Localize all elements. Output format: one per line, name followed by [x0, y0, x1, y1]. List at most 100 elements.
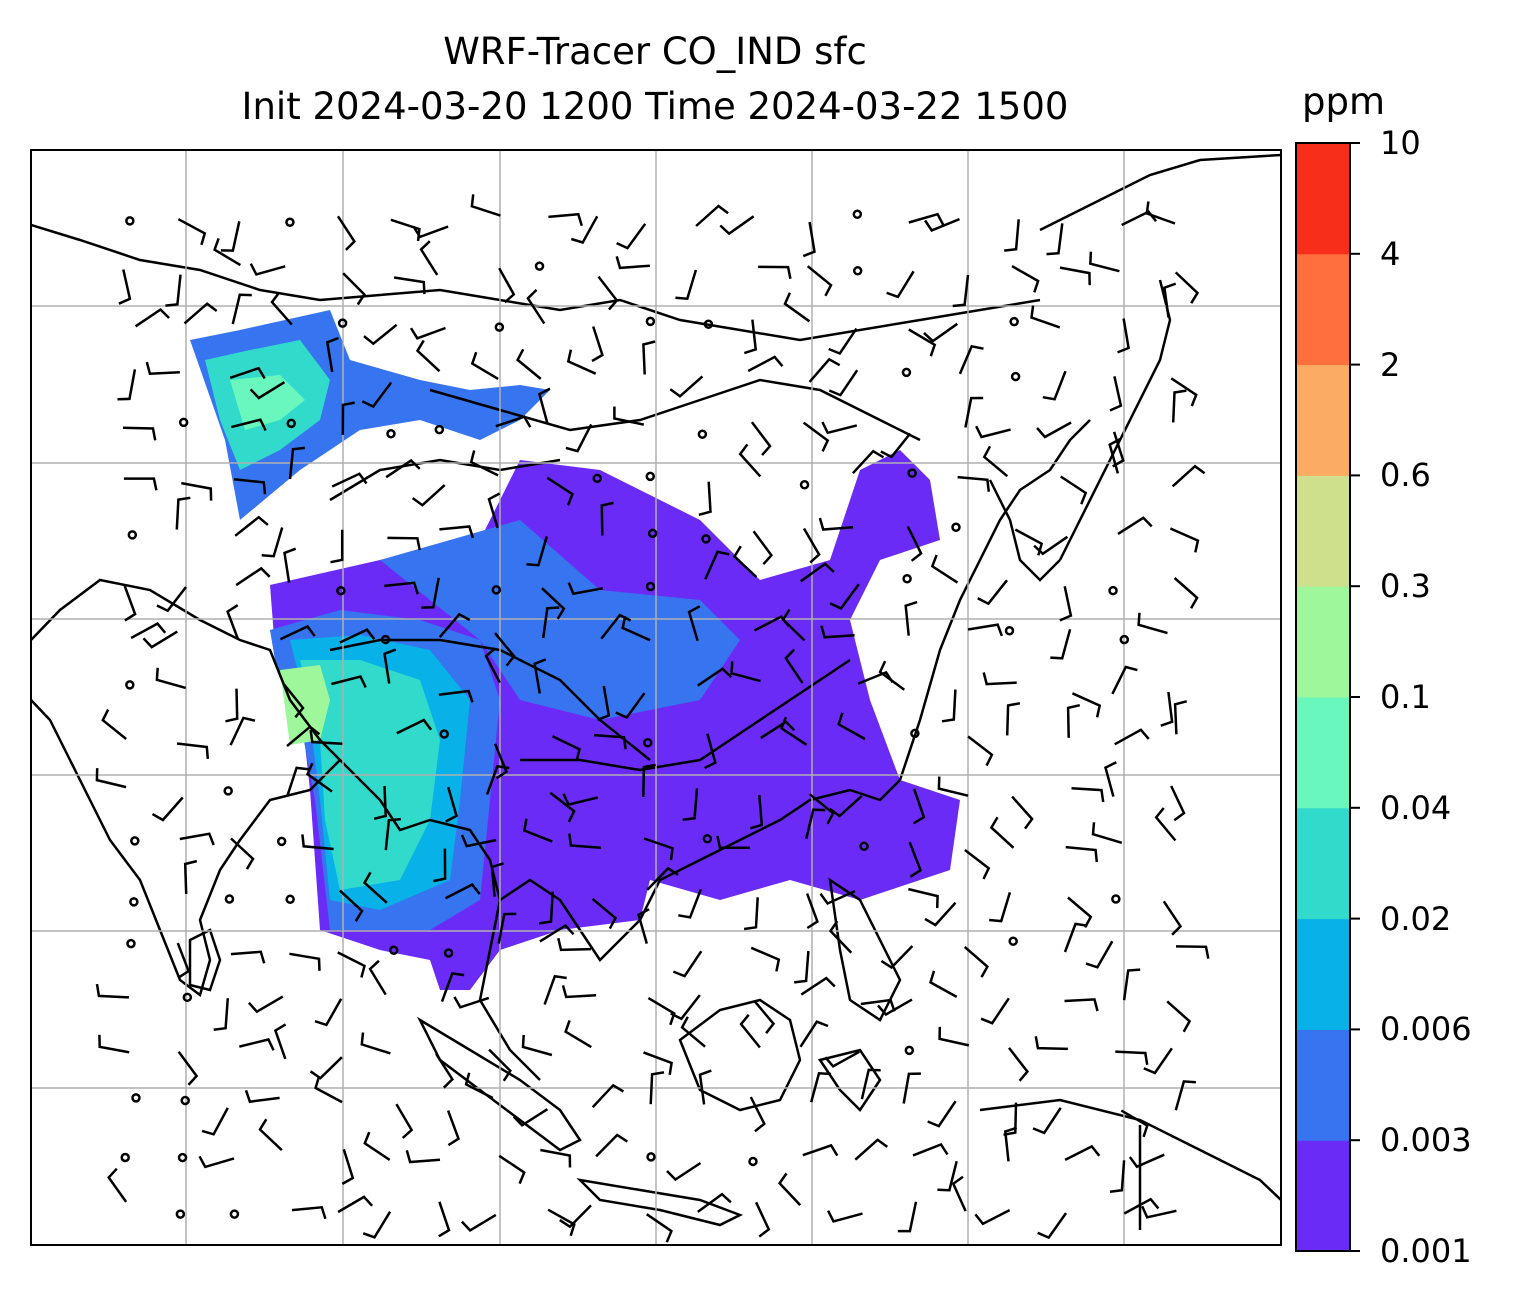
wind-barb [433, 848, 447, 883]
wind-barb [1154, 807, 1177, 842]
wind-barb [533, 658, 547, 694]
wind-barb [438, 689, 474, 703]
wind-barb [498, 1154, 526, 1185]
wind-barb [1034, 1036, 1068, 1051]
wind-barb [444, 883, 481, 900]
korea-coast [988, 479, 1061, 582]
wind-barb [314, 998, 343, 1027]
wind-barb [201, 1107, 229, 1136]
calm-wind-marker [592, 473, 603, 484]
wind-barb [975, 425, 1011, 439]
wind-barb [591, 326, 604, 363]
wind-barb [794, 950, 810, 984]
wind-barb [1120, 1109, 1149, 1138]
wind-barb [897, 1201, 918, 1233]
wind-barb [363, 323, 398, 346]
wind-barb [1046, 223, 1064, 256]
calm-wind-marker [336, 585, 346, 596]
wind-barb [305, 762, 333, 793]
calm-wind-marker [1119, 634, 1130, 645]
wind-barb [851, 449, 885, 475]
wind-barb [1089, 251, 1120, 273]
wind-barb [967, 735, 994, 767]
calm-wind-marker [127, 530, 138, 540]
colorbar-frame [1295, 142, 1351, 1252]
wind-barb [1166, 1000, 1192, 1033]
tracer-region-coast [280, 665, 330, 745]
wind-barb [1174, 1080, 1196, 1111]
wind-barb [808, 357, 841, 383]
wind-barb [233, 477, 267, 495]
wind-barb [989, 816, 1015, 849]
wind-barb [877, 998, 913, 1017]
wind-barb [982, 672, 1017, 686]
wind-barb [198, 1155, 235, 1169]
wind-barb [118, 269, 132, 305]
wind-barb [750, 946, 781, 972]
wind-barb [117, 369, 137, 401]
wind-barb [244, 1089, 280, 1104]
wind-barb [716, 835, 750, 850]
colorbar-segment [1296, 1029, 1350, 1141]
new-guinea-coast [979, 1098, 1281, 1201]
wind-barb [395, 1103, 414, 1139]
wind-barb [600, 613, 632, 640]
wind-barb [880, 945, 914, 970]
russia-coast [1039, 153, 1281, 232]
wind-barb [561, 985, 597, 999]
wind-barb [594, 733, 627, 750]
colorbar-tick-label: 0.1 [1380, 678, 1431, 716]
wind-barb [1065, 845, 1099, 863]
wind-barb [488, 1048, 512, 1082]
wind-barb [183, 302, 218, 325]
wind-barb [697, 1192, 732, 1213]
title-line-2: Init 2024-03-20 1200 Time 2024-03-22 150… [241, 85, 1069, 128]
wind-barb [682, 788, 699, 822]
wind-barb [546, 476, 574, 506]
wind-barb [777, 1172, 802, 1206]
gridlines [31, 150, 1281, 1245]
wind-barb [360, 1032, 391, 1055]
wind-barb [591, 1083, 625, 1109]
wind-barb [368, 959, 387, 996]
wind-barb [562, 793, 599, 807]
wind-barb [537, 387, 551, 424]
wind-barb [643, 1051, 673, 1075]
wind-barb [820, 625, 855, 639]
wind-barb [908, 212, 945, 226]
colorbar-tick-label: 0.001 [1380, 1232, 1472, 1270]
wind-barb [283, 547, 297, 583]
wind-barb [156, 586, 187, 613]
wind-barb [1104, 761, 1117, 797]
wind-barb [412, 225, 449, 239]
colorbar [1296, 142, 1360, 1252]
wind-barb [470, 351, 499, 380]
wind-barb [512, 1108, 549, 1127]
wind-barb [291, 1205, 327, 1220]
wind-barb [1141, 1205, 1177, 1219]
wind-barb [908, 328, 937, 357]
wind-barb [339, 628, 376, 644]
wind-barb [749, 1096, 766, 1133]
wind-barb [288, 446, 306, 480]
calm-wind-marker [125, 216, 135, 226]
calm-wind-marker [130, 836, 140, 846]
wind-barb [229, 366, 266, 380]
wind-barb [912, 788, 926, 825]
wind-barb [566, 349, 597, 375]
indochina-coast [499, 779, 901, 962]
borneo-coast [678, 998, 802, 1112]
wind-barb [301, 834, 334, 851]
wind-barb [421, 577, 440, 609]
wind-barb [460, 1213, 497, 1232]
wind-barb [470, 194, 501, 217]
wind-barb [670, 994, 701, 1021]
wind-barb [1117, 516, 1153, 535]
china-coast [898, 419, 1091, 781]
wind-barb [261, 527, 284, 558]
wind-barb [484, 647, 501, 684]
calm-wind-marker [907, 468, 917, 478]
wind-barb [1163, 282, 1177, 318]
wind-barb [363, 1131, 391, 1161]
wind-barb [289, 952, 321, 971]
